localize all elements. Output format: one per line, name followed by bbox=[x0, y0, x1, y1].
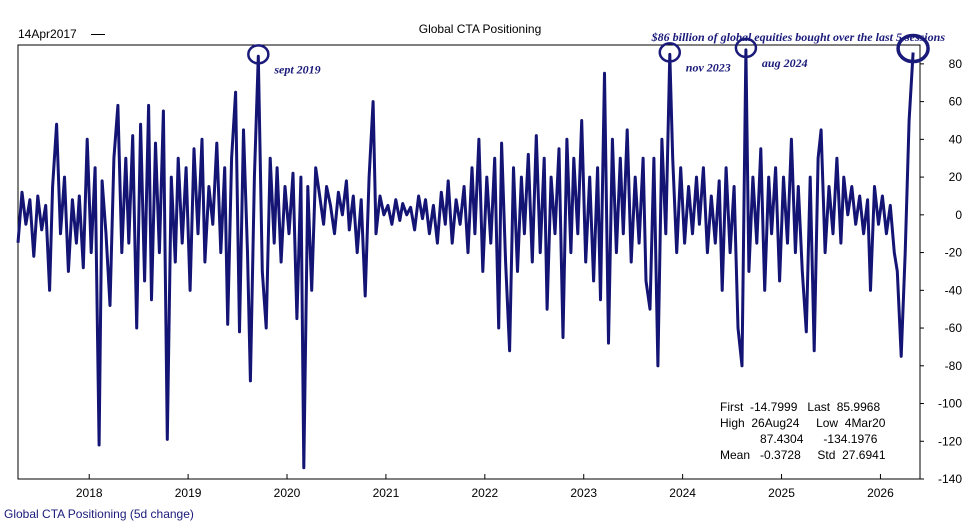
stats-row-mean: Mean -0.3728 Std 27.6941 bbox=[720, 447, 886, 463]
high-date: 26Aug24 bbox=[751, 416, 800, 430]
annotation-label: nov 2023 bbox=[686, 60, 731, 74]
last-value: 85.9968 bbox=[836, 400, 881, 414]
y-tick-label: -140 bbox=[938, 472, 962, 486]
low-label: Low bbox=[816, 416, 839, 430]
chart-title: Global CTA Positioning bbox=[418, 22, 542, 36]
first-value: -14.7999 bbox=[750, 400, 798, 414]
start-date-label: 14Apr2017 bbox=[18, 27, 77, 41]
stats-box: First -14.7999 Last 85.9968 High 26Aug24… bbox=[720, 399, 886, 463]
y-tick-label: -100 bbox=[938, 397, 962, 411]
mean-label: Mean bbox=[720, 448, 751, 462]
first-label: First bbox=[720, 400, 744, 414]
x-tick-label: 2019 bbox=[175, 486, 202, 500]
high-value: 87.4304 bbox=[760, 432, 804, 446]
series-footer-label: Global CTA Positioning (5d change) bbox=[4, 507, 194, 521]
std-value: 27.6941 bbox=[842, 448, 886, 462]
y-tick-label: -80 bbox=[945, 359, 963, 373]
highlight-circle bbox=[734, 37, 758, 59]
highlight-circle bbox=[247, 44, 270, 65]
x-tick-label: 2022 bbox=[471, 486, 498, 500]
std-label: Std bbox=[817, 448, 836, 462]
y-tick-label: 0 bbox=[955, 208, 962, 222]
highlight-circle bbox=[896, 33, 930, 64]
y-tick-label: 60 bbox=[949, 95, 963, 109]
last-label: Last bbox=[807, 400, 831, 414]
x-tick-label: 2021 bbox=[373, 486, 400, 500]
series-line bbox=[16, 48, 915, 470]
y-tick-label: -60 bbox=[945, 321, 963, 335]
y-tick-label: 20 bbox=[949, 170, 963, 184]
mean-value: -0.3728 bbox=[760, 448, 801, 462]
headline-annotation: $86 billion of global equities bought ov… bbox=[651, 30, 945, 44]
y-tick-label: 80 bbox=[949, 57, 963, 71]
annotation-label: aug 2024 bbox=[762, 56, 808, 70]
y-tick-label: -120 bbox=[938, 434, 962, 448]
x-tick-label: 2024 bbox=[669, 486, 696, 500]
low-date: 4Mar20 bbox=[844, 416, 886, 430]
stats-row-first: First -14.7999 Last 85.9968 bbox=[720, 399, 886, 415]
x-tick-label: 2020 bbox=[274, 486, 301, 500]
x-tick-label: 2023 bbox=[570, 486, 597, 500]
stats-row-values: 87.4304 -134.1976 bbox=[720, 431, 886, 447]
highlight-circle bbox=[658, 42, 682, 63]
x-tick-label: 2025 bbox=[768, 486, 795, 500]
y-tick-label: 40 bbox=[949, 132, 963, 146]
low-value: -134.1976 bbox=[823, 432, 878, 446]
x-axis: 2018 2019 2020 2021 2022 2023 2024 2025 2026 bbox=[76, 474, 894, 500]
annotation-label: sept 2019 bbox=[273, 62, 320, 76]
stats-row-high: High 26Aug24 Low 4Mar20 bbox=[720, 415, 886, 431]
x-tick-label: 2018 bbox=[76, 486, 103, 500]
high-label: High bbox=[720, 416, 745, 430]
y-tick-label: -40 bbox=[945, 283, 963, 297]
y-axis: 80 60 40 20 0 -20 -40 -60 -80 -100 -120 -140 bbox=[920, 57, 962, 486]
x-tick-label: 2026 bbox=[867, 486, 894, 500]
y-tick-label: -20 bbox=[945, 246, 963, 260]
plot-area-border bbox=[17, 44, 921, 480]
annotations: sept 2019 nov 2023 aug 2024 bbox=[247, 33, 930, 76]
start-date-marker bbox=[91, 34, 105, 35]
